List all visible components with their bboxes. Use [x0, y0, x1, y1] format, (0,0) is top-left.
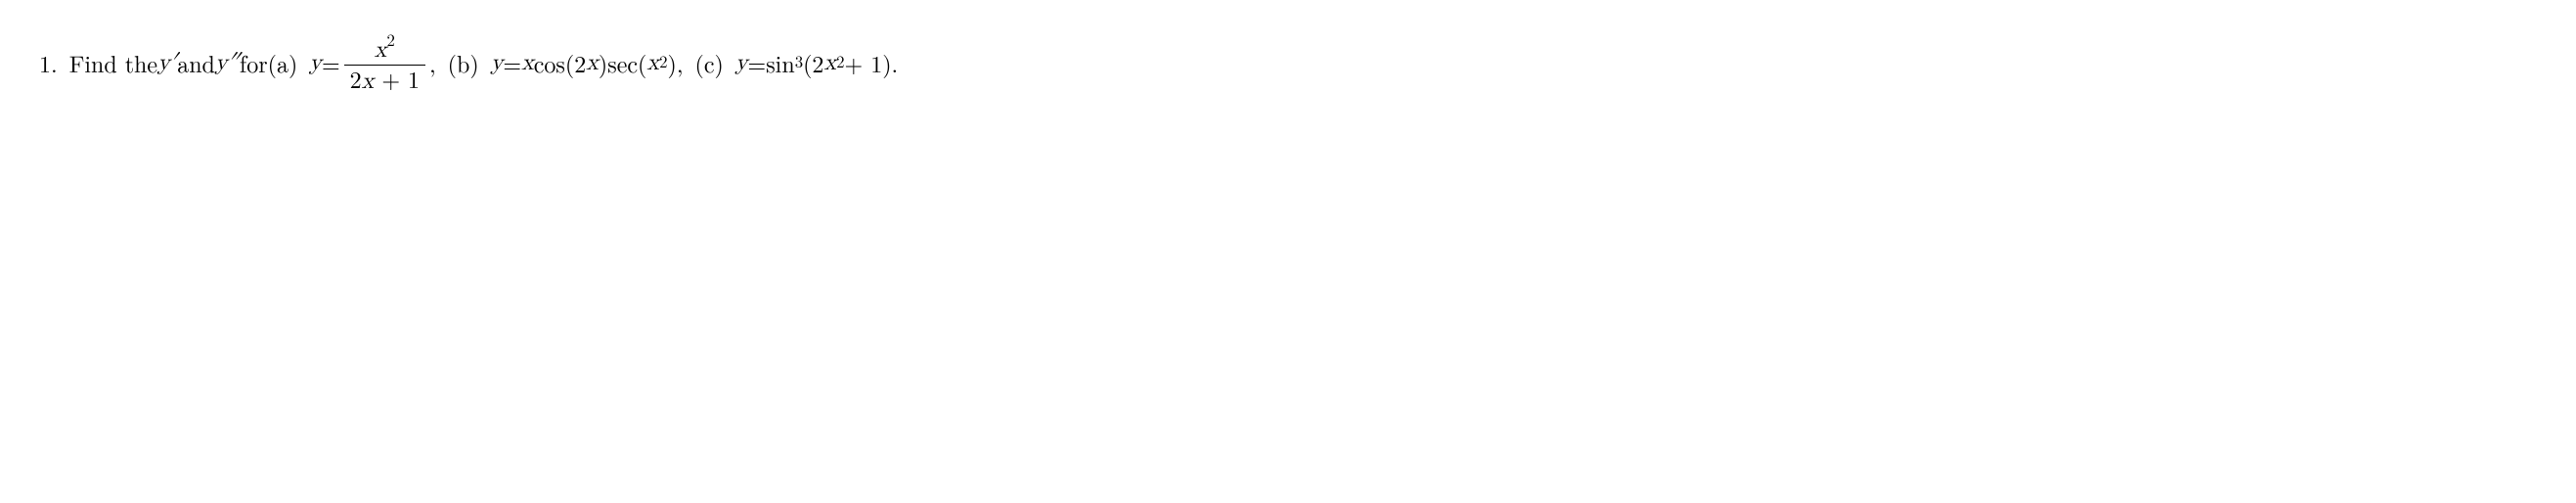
part-b-cos-arg-open: ( — [565, 46, 574, 79]
part-b-sec-base: x — [646, 49, 659, 77]
part-c-sin-exp: 3 — [795, 49, 803, 72]
part-b-sec-open: ( — [638, 46, 646, 79]
part-c-arg-base: x — [823, 49, 836, 77]
part-b-cos-arg-close: ) — [599, 46, 607, 79]
y-prime: y′ — [157, 49, 177, 77]
problem-line: 1. Find the y′ and y″ for (a) y = x2 2x … — [39, 29, 2537, 96]
part-c-arg-exp: 2 — [836, 49, 844, 72]
part-a-comma: , — [429, 46, 436, 79]
part-b-cos-arg-2: 2 — [574, 46, 586, 79]
part-b-sec-exp: 2 — [659, 49, 667, 72]
part-b-sec-close: ) — [667, 46, 676, 79]
intro-text: Find the — [69, 46, 157, 79]
fraction-denominator: 2x + 1 — [344, 65, 425, 96]
problem-intro: Find the y′ and y″ for — [69, 46, 268, 79]
part-c-arg-open: (2 — [803, 46, 823, 79]
part-b-sec: sec — [607, 46, 638, 79]
part-a-equals: = — [322, 46, 340, 79]
num-exp: 2 — [386, 27, 394, 51]
part-b-comma: , — [677, 46, 684, 79]
part-c-arg-rest: + 1) — [845, 46, 892, 79]
part-a-label: (a) — [268, 46, 298, 79]
part-c: (c) y = sin3 (2x2 + 1) . — [695, 46, 899, 79]
part-b-cos-arg-x: x — [586, 49, 599, 77]
part-c-equals: = — [748, 46, 767, 79]
for-text: for — [240, 46, 268, 79]
part-b-lhs: y — [491, 49, 504, 77]
part-a: (a) y = x2 2x + 1 , — [268, 29, 436, 96]
and-text: and — [177, 46, 215, 79]
part-b-x: x — [521, 49, 534, 77]
y-double-prime: y″ — [215, 49, 240, 77]
part-c-lhs: y — [735, 49, 748, 77]
part-c-sin: sin — [766, 46, 794, 79]
part-b-equals: = — [503, 46, 521, 79]
part-b-cos: cos — [534, 46, 565, 79]
num-base: x — [375, 38, 387, 62]
part-a-lhs: y — [309, 49, 322, 77]
part-c-label: (c) — [695, 46, 724, 79]
part-b: (b) y = x cos (2x) sec (x2) , — [448, 46, 684, 79]
part-c-period: . — [892, 46, 899, 79]
problem-number: 1. — [39, 46, 58, 79]
fraction-numerator: x2 — [369, 29, 401, 65]
part-a-fraction: x2 2x + 1 — [344, 29, 425, 96]
part-b-label: (b) — [448, 46, 479, 79]
